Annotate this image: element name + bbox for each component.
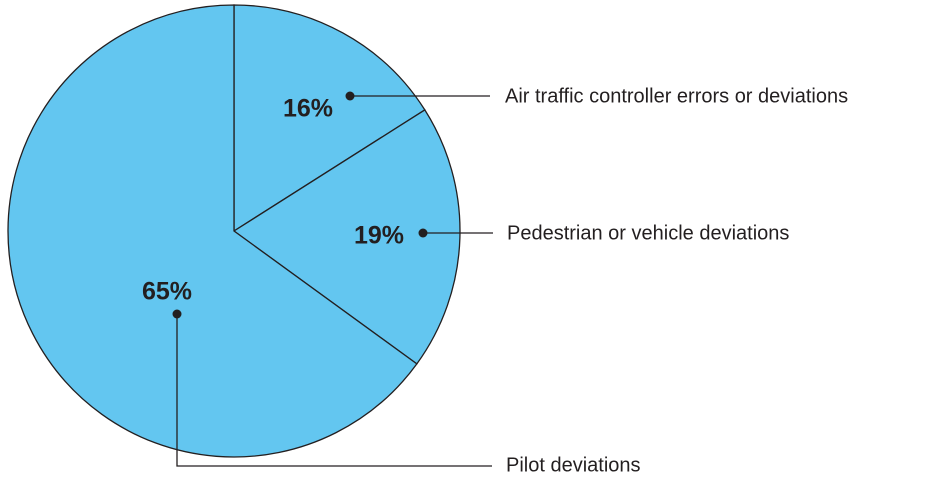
leader-dot xyxy=(418,228,428,238)
leader-line xyxy=(176,314,492,467)
category-label: Air traffic controller errors or deviati… xyxy=(505,85,848,107)
pie-slice xyxy=(232,109,461,365)
value-label: 16% xyxy=(283,95,333,123)
category-label: Pedestrian or vehicle deviations xyxy=(507,222,789,244)
value-label: 19% xyxy=(354,222,404,250)
leader-dot xyxy=(172,309,182,319)
leader-dot xyxy=(345,91,355,101)
value-label: 65% xyxy=(142,278,192,306)
pie-slice xyxy=(233,4,426,233)
category-label: Pilot deviations xyxy=(506,454,641,476)
pie-slice xyxy=(7,4,418,458)
